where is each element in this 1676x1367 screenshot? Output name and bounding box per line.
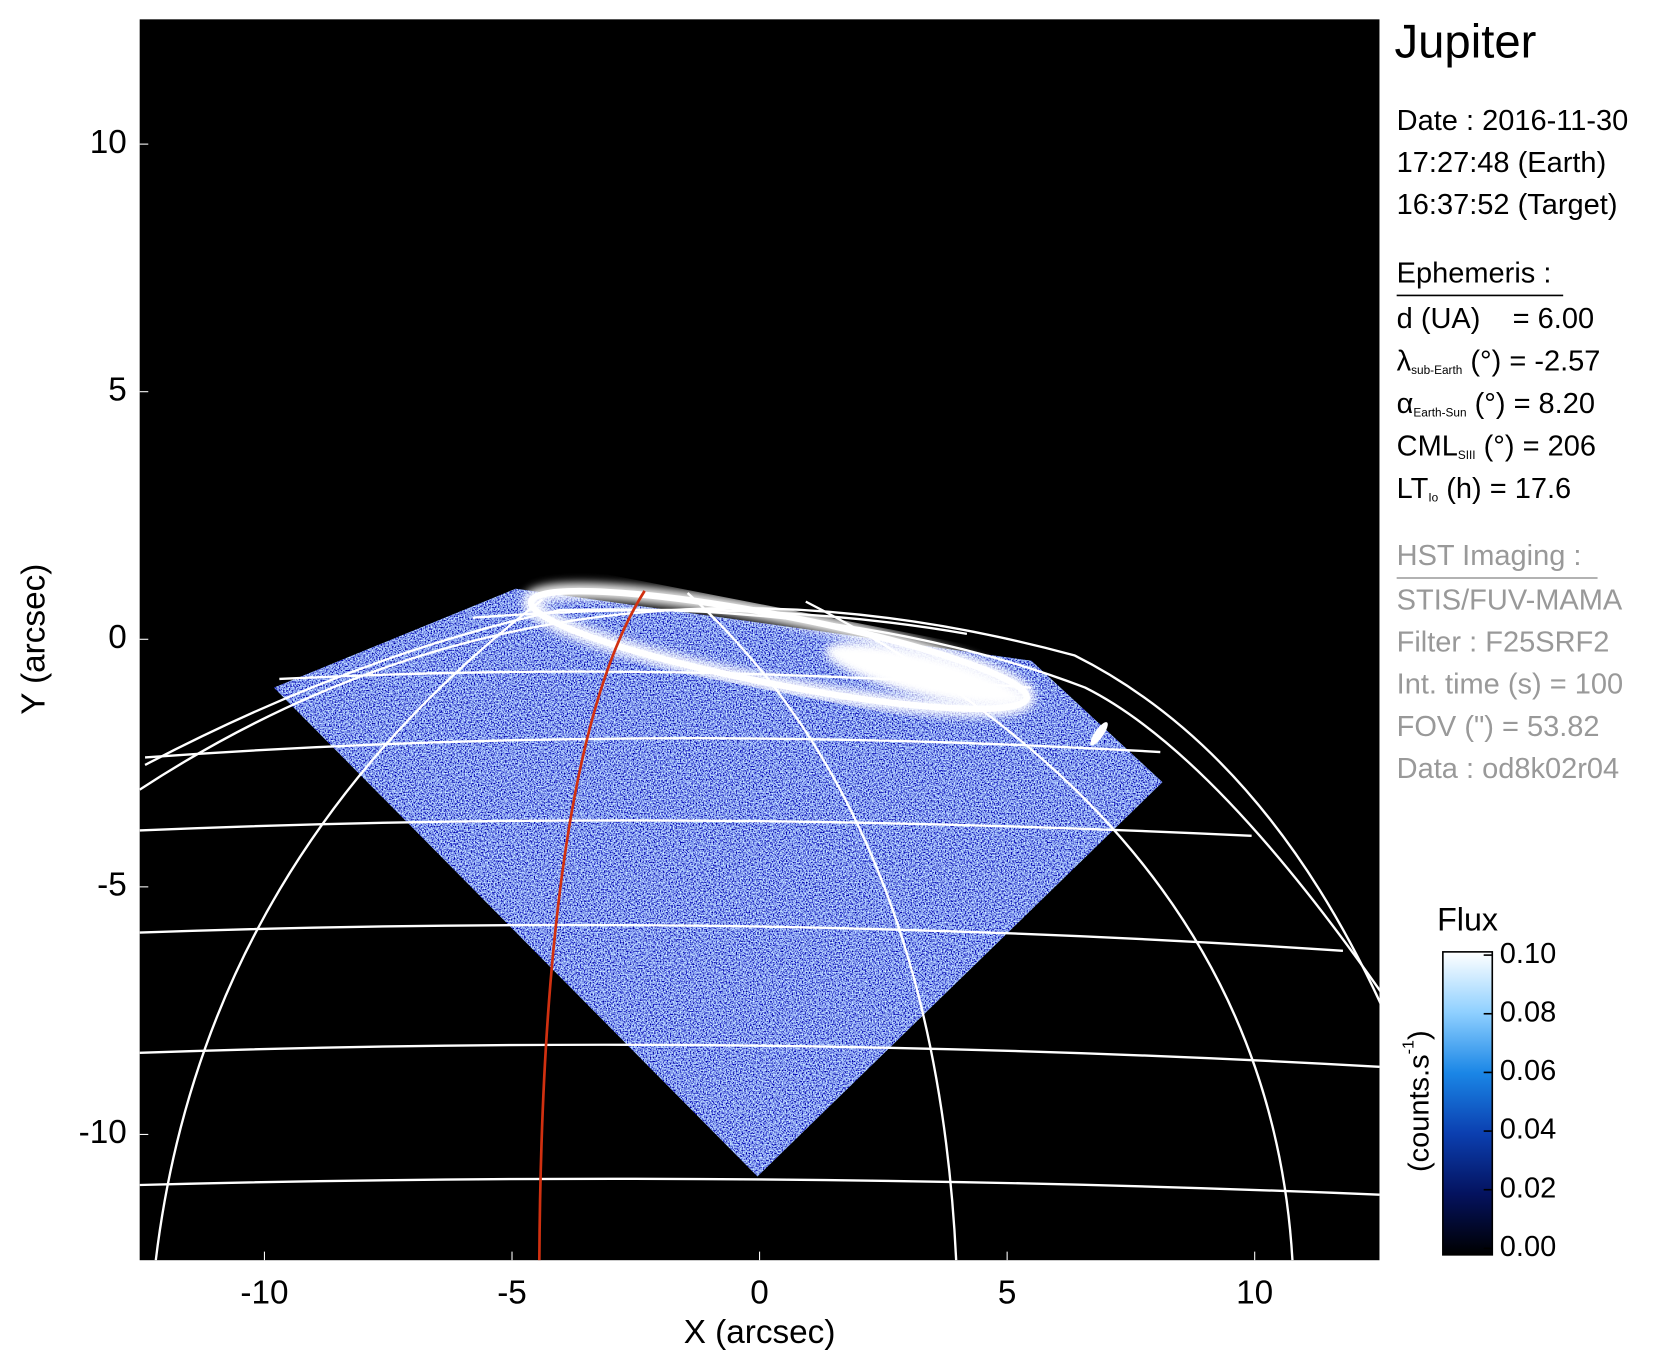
io-footprint-track bbox=[537, 590, 646, 1261]
longitude-line bbox=[154, 598, 544, 1261]
auroral-bright-spot bbox=[824, 642, 1024, 708]
imaging-entry: STIS/FUV-MAMA bbox=[1397, 584, 1623, 616]
longitude-line bbox=[805, 600, 1294, 1261]
ephemeris-value: (°) = -2.57 bbox=[1462, 345, 1600, 377]
ephemeris-entry: λsub-Earth (°) = -2.57 bbox=[1397, 345, 1601, 377]
colorbar-tick-label: 0.10 bbox=[1500, 938, 1556, 970]
ephemeris-entry: CMLSIII (°) = 206 bbox=[1397, 430, 1596, 462]
latitude-line bbox=[139, 923, 1344, 952]
x-tick-label: -5 bbox=[497, 1274, 527, 1311]
ephemeris-value: (h) = 17.6 bbox=[1438, 473, 1571, 505]
longitude-line bbox=[686, 592, 958, 1261]
ephemeris-symbol: CML bbox=[1397, 430, 1458, 462]
colorbar-tick-label: 0.08 bbox=[1500, 996, 1556, 1028]
ephemeris-value: (°) = 206 bbox=[1476, 430, 1596, 462]
y-tick-label: 0 bbox=[108, 619, 127, 656]
y-tick-label: 10 bbox=[90, 124, 127, 161]
date: Date : 2016-11-30 bbox=[1397, 105, 1629, 137]
y-tick-label: 5 bbox=[108, 371, 127, 408]
ephemeris-symbol: λ bbox=[1397, 345, 1412, 377]
x-axis-label: X (arcsec) bbox=[684, 1314, 836, 1351]
colorbar-tick-label: 0.06 bbox=[1500, 1055, 1556, 1087]
ephemeris-subscript: Earth-Sun bbox=[1413, 406, 1466, 420]
io-footprint bbox=[1090, 722, 1108, 746]
imaging-heading: HST Imaging : bbox=[1397, 540, 1582, 572]
latitude-line bbox=[139, 819, 1252, 838]
target-time: 16:37:52 (Target) bbox=[1397, 189, 1618, 221]
imaging-entry: Data : od8k02r04 bbox=[1397, 753, 1619, 785]
planet-limb-inner bbox=[144, 608, 1380, 993]
imaging-entry: Filter : F25SRF2 bbox=[1397, 627, 1610, 659]
ephemeris-symbol: α bbox=[1397, 388, 1414, 420]
colorbar-tick-label: 0.04 bbox=[1500, 1114, 1556, 1146]
ephemeris-heading: Ephemeris : bbox=[1397, 258, 1552, 290]
planet-limb bbox=[139, 607, 1380, 1005]
ephemeris-value: d (UA) = 6.00 bbox=[1397, 303, 1594, 335]
colorbar-title: Flux bbox=[1437, 901, 1498, 937]
colorbar-unit-exponent: -1 bbox=[1400, 1040, 1418, 1054]
y-tick-label: -10 bbox=[79, 1114, 127, 1151]
ephemeris-entry: d (UA) = 6.00 bbox=[1397, 303, 1594, 335]
chart-title: Jupiter bbox=[1395, 16, 1537, 69]
ephemeris-value: (°) = 8.20 bbox=[1467, 388, 1595, 420]
latitude-line bbox=[139, 1177, 1380, 1196]
colorbar-unit-text: ) bbox=[1403, 1030, 1435, 1040]
colorbar-tick-label: 0.02 bbox=[1500, 1172, 1556, 1204]
ephemeris-entry: αEarth-Sun (°) = 8.20 bbox=[1397, 388, 1595, 420]
imaging-entry: Int. time (s) = 100 bbox=[1397, 669, 1623, 701]
latitude-line bbox=[279, 670, 1032, 689]
colorbar-unit-text: (counts.s bbox=[1403, 1054, 1435, 1172]
colorbar-tick-label: 0.00 bbox=[1500, 1231, 1556, 1263]
colorbar-unit: (counts.s-1) bbox=[1400, 1030, 1435, 1172]
x-tick-label: 10 bbox=[1236, 1274, 1273, 1311]
x-tick-label: 5 bbox=[998, 1274, 1017, 1311]
ephemeris-subscript: SIII bbox=[1458, 448, 1476, 462]
ephemeris-subscript: Io bbox=[1428, 491, 1438, 505]
emission-noise bbox=[273, 588, 1163, 1177]
y-tick-label: -5 bbox=[97, 867, 127, 904]
latitude-line bbox=[139, 1043, 1380, 1069]
latitude-line bbox=[472, 608, 968, 636]
imaging-entry: FOV (") = 53.82 bbox=[1397, 711, 1600, 743]
colorbar bbox=[1442, 951, 1494, 1256]
ephemeris-entry: LTIo (h) = 17.6 bbox=[1397, 473, 1572, 505]
x-tick-label: 0 bbox=[750, 1274, 769, 1311]
image-content bbox=[139, 582, 1380, 1261]
y-axis-label: Y (arcsec) bbox=[15, 564, 52, 715]
latitude-line bbox=[144, 737, 1161, 759]
x-tick-label: -10 bbox=[240, 1274, 288, 1311]
ephemeris-subscript: sub-Earth bbox=[1411, 363, 1462, 377]
earth-time: 17:27:48 (Earth) bbox=[1397, 147, 1607, 179]
ephemeris-symbol: LT bbox=[1397, 473, 1429, 505]
